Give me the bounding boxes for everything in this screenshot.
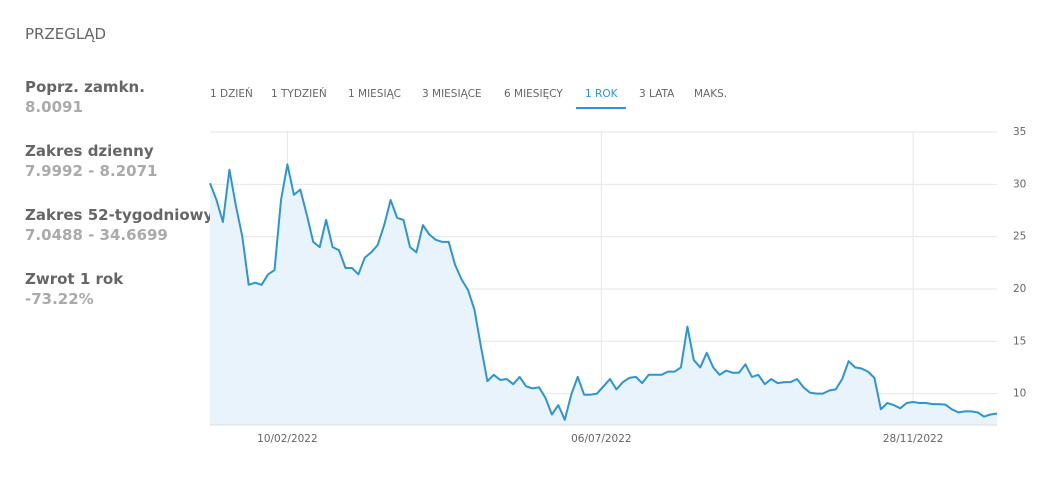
stat-label: Poprz. zamkn. — [25, 78, 145, 96]
x-tick-label: 10/02/2022 — [257, 433, 318, 445]
stat-label: Zakres dzienny — [25, 142, 154, 160]
stat-label: Zakres 52-tygodniowy — [25, 206, 214, 224]
y-tick-label: 35 — [1013, 126, 1026, 138]
stat-label: Zwrot 1 rok — [25, 270, 124, 288]
y-tick-label: 10 — [1013, 388, 1026, 400]
stat: Poprz. zamkn. 8.0091 — [25, 78, 145, 116]
x-tick-label: 28/11/2022 — [883, 433, 944, 445]
stat-value: -73.22% — [25, 290, 94, 308]
stat: Zakres 52-tygodniowy 7.0488 - 34.6699 — [25, 206, 213, 244]
range-tab[interactable]: MAKS. — [694, 88, 728, 100]
y-tick-label: 20 — [1013, 283, 1026, 295]
range-tab[interactable]: 1 MIESIĄC — [348, 88, 401, 100]
range-tab[interactable]: 1 ROK — [576, 88, 627, 109]
y-tick-label: 25 — [1013, 231, 1026, 243]
y-tick-label: 15 — [1013, 335, 1026, 347]
x-tick-label: 06/07/2022 — [571, 433, 632, 445]
section-title: PRZEGLĄD — [25, 25, 107, 43]
y-tick-label: 30 — [1013, 178, 1026, 190]
range-tab[interactable]: 1 TYDZIEŃ — [271, 88, 327, 100]
stat-value: 7.0488 - 34.6699 — [25, 226, 168, 244]
range-tab[interactable]: 3 LATA — [639, 88, 675, 100]
area-fill — [210, 164, 997, 425]
range-tab[interactable]: 3 MIESIĄCE — [422, 88, 482, 100]
range-tab[interactable]: 6 MIESIĘCY — [504, 88, 563, 100]
stat-value: 8.0091 — [25, 98, 83, 116]
stat-value: 7.9992 - 8.2071 — [25, 162, 158, 180]
stat: Zwrot 1 rok -73.22% — [25, 270, 123, 308]
price-line — [209, 163, 998, 421]
stat: Zakres dzienny 7.9992 - 8.2071 — [25, 142, 157, 180]
range-tab[interactable]: 1 DZIEŃ — [210, 88, 253, 100]
